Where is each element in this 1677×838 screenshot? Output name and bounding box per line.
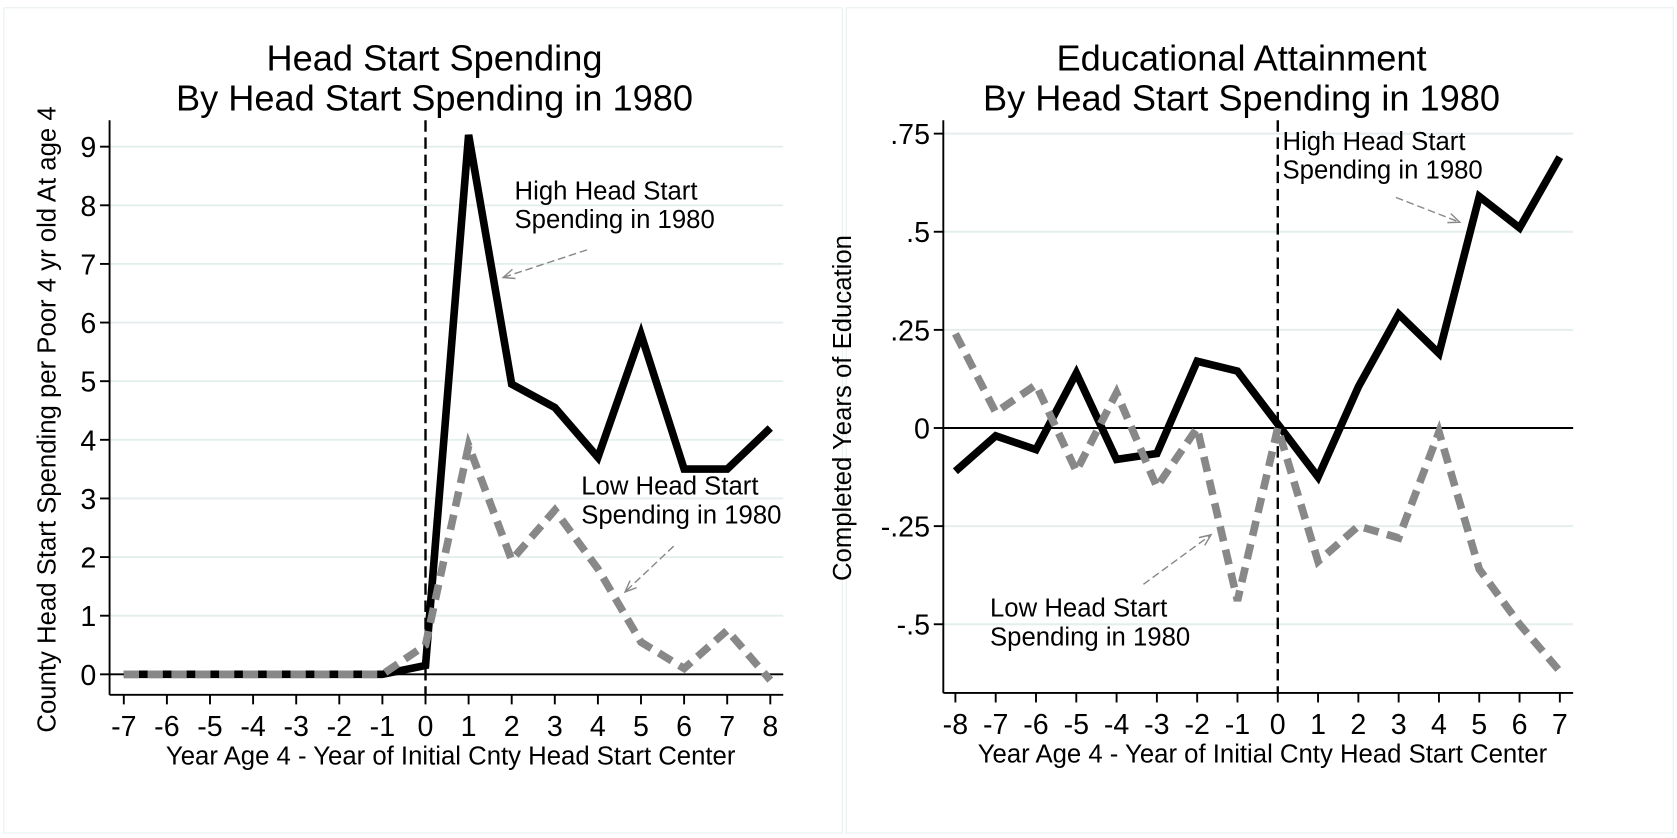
y-tick-label: 6 — [80, 308, 96, 340]
x-tick-label: 7 — [719, 711, 735, 743]
x-tick-label: 1 — [461, 711, 477, 743]
x-tick-label: 4 — [1431, 709, 1447, 741]
x-tick-label: -3 — [283, 711, 308, 743]
series-line — [952, 155, 1564, 485]
x-tick-label: 6 — [676, 711, 692, 743]
arrow-head — [1198, 533, 1213, 546]
y-tick-label: 1 — [80, 601, 96, 633]
arrow-head — [501, 268, 516, 280]
annotation: Spending in 1980 — [1283, 156, 1483, 184]
chart-title: Educational Attainment — [1056, 38, 1426, 79]
annotation: High Head Start — [515, 177, 698, 205]
y-tick-label: 4 — [80, 425, 96, 457]
x-tick-label: 2 — [1350, 709, 1366, 741]
y-tick-label: .5 — [906, 217, 930, 249]
x-tick-label: -5 — [197, 711, 222, 743]
x-axis-label: Year Age 4 - Year of Initial Cnty Head S… — [978, 740, 1548, 768]
x-tick-label: -4 — [240, 711, 266, 743]
chart-title: By Head Start Spending in 1980 — [176, 78, 693, 119]
x-tick-label: -6 — [1023, 709, 1048, 741]
panel-frame — [3, 7, 843, 834]
arrow-head — [1447, 213, 1462, 224]
x-tick-label: -3 — [1144, 709, 1169, 741]
y-tick-label: 5 — [80, 367, 96, 399]
x-tick-label: 7 — [1552, 709, 1568, 741]
annotation: Spending in 1980 — [515, 206, 715, 234]
x-tick-label: -2 — [327, 711, 352, 743]
series-line — [952, 332, 1563, 674]
x-axis-label: Year Age 4 - Year of Initial Cnty Head S… — [166, 742, 736, 770]
y-tick-label: 2 — [80, 543, 96, 575]
y-tick-label: 7 — [80, 249, 96, 281]
x-tick-label: 5 — [1471, 709, 1487, 741]
y-tick-label: -.25 — [881, 512, 930, 544]
x-tick-label: 8 — [762, 711, 778, 743]
x-tick-label: 4 — [590, 711, 606, 743]
x-tick-label: 3 — [1391, 709, 1407, 741]
annotation: Spending in 1980 — [990, 623, 1190, 651]
series-line — [123, 432, 774, 683]
x-tick-label: 0 — [418, 711, 434, 743]
x-tick-label: -2 — [1184, 709, 1209, 741]
y-tick-label: 9 — [80, 132, 96, 164]
x-tick-label: 1 — [1310, 709, 1326, 741]
x-tick-label: -7 — [983, 709, 1008, 741]
annotation: Low Head Start — [581, 473, 758, 501]
y-tick-label: .25 — [890, 315, 930, 347]
x-tick-label: 0 — [1270, 709, 1286, 741]
x-tick-label: -7 — [111, 711, 136, 743]
x-tick-label: 5 — [633, 711, 649, 743]
x-tick-label: -1 — [1225, 709, 1250, 741]
y-tick-label: 0 — [914, 413, 930, 445]
panel-frame — [845, 7, 1674, 834]
y-axis-label: Completed Years of Education — [829, 235, 857, 581]
annotation: Spending in 1980 — [581, 501, 781, 529]
y-axis-label: County Head Start Spending per Poor 4 yr… — [33, 106, 61, 732]
annotation-arrow — [502, 249, 588, 279]
y-tick-label: 0 — [80, 660, 96, 692]
x-tick-label: 2 — [504, 711, 520, 743]
annotation: Low Head Start — [990, 595, 1167, 623]
arrow-head — [623, 580, 637, 594]
y-tick-label: .75 — [890, 119, 930, 151]
x-tick-label: 3 — [547, 711, 563, 743]
x-tick-label: -5 — [1064, 709, 1089, 741]
x-tick-label: 6 — [1512, 709, 1528, 741]
y-tick-label: 3 — [80, 484, 96, 516]
y-tick-label: 8 — [80, 191, 96, 223]
x-tick-label: -6 — [154, 711, 179, 743]
chart-title: By Head Start Spending in 1980 — [983, 78, 1500, 119]
x-tick-label: -8 — [943, 709, 968, 741]
chart-title: Head Start Spending — [267, 38, 603, 79]
x-tick-label: -1 — [370, 711, 395, 743]
y-tick-label: -.5 — [897, 610, 930, 642]
annotation-arrow — [1142, 534, 1212, 585]
x-tick-label: -4 — [1104, 709, 1130, 741]
annotation: High Head Start — [1283, 128, 1466, 156]
